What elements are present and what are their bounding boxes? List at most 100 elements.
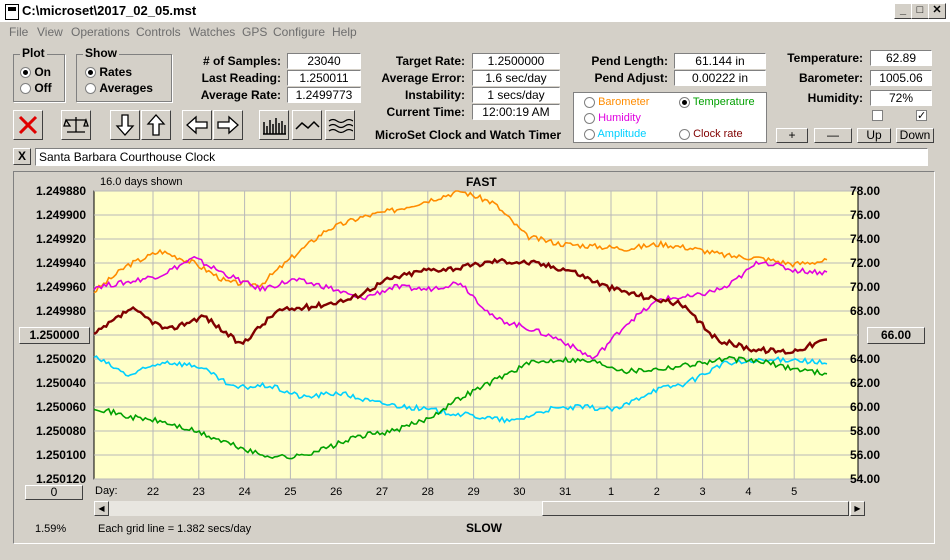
up-button[interactable]: Up bbox=[857, 128, 891, 143]
current-time-label: Current Time: bbox=[386, 105, 465, 119]
arrow-down-button[interactable] bbox=[110, 110, 140, 140]
down-button[interactable]: Down bbox=[896, 128, 934, 143]
arrow-up-icon bbox=[146, 114, 166, 136]
right-tick-label: 64.00 bbox=[850, 352, 880, 366]
left-tick-label: 1.249880 bbox=[36, 184, 86, 198]
sensor-amplitude-radio[interactable]: Amplitude bbox=[584, 128, 646, 140]
series-line bbox=[93, 355, 828, 460]
x-tick-label: 4 bbox=[745, 486, 751, 498]
left-axis: 1.249880 1.249900 1.249920 1.249940 1.249960… bbox=[36, 184, 86, 486]
maximize-button[interactable]: □ bbox=[911, 3, 929, 19]
sensor-barometer-radio[interactable]: Barometer bbox=[584, 96, 649, 108]
horizontal-scrollbar[interactable]: ◀ ▶ bbox=[94, 501, 865, 516]
zero-button[interactable]: 0 bbox=[25, 485, 83, 500]
scroll-left-icon[interactable]: ◀ bbox=[94, 501, 109, 516]
plot-on-label: On bbox=[34, 65, 52, 79]
left-tick-label: 1.250080 bbox=[36, 424, 86, 438]
x-tick-label: 26 bbox=[330, 486, 342, 498]
show-group-title: Show bbox=[83, 46, 119, 60]
x-tick-label: 1 bbox=[608, 486, 614, 498]
plot-group-title: Plot bbox=[20, 46, 47, 60]
arrow-left-button[interactable] bbox=[182, 110, 212, 140]
menu-operations[interactable]: Operations bbox=[71, 25, 130, 39]
menu-configure[interactable]: Configure bbox=[273, 25, 326, 39]
menu-view[interactable]: View bbox=[37, 25, 63, 39]
reference-rate-button[interactable]: 1.250000 bbox=[19, 327, 90, 344]
menu-controls[interactable]: Controls bbox=[136, 25, 181, 39]
reference-sensor-button[interactable]: 66.00 bbox=[867, 327, 925, 344]
line-view-button[interactable] bbox=[292, 110, 322, 140]
x-tick-label: 3 bbox=[700, 486, 706, 498]
radio-icon bbox=[20, 83, 31, 95]
checkbox-right[interactable]: ✓ bbox=[916, 110, 927, 122]
menu-watches[interactable]: Watches bbox=[189, 25, 236, 39]
sensor-humidity-radio[interactable]: Humidity bbox=[584, 112, 641, 124]
instability-field: 1 secs/day bbox=[472, 87, 560, 103]
line-graph-icon bbox=[295, 120, 320, 130]
x-tick-label: 24 bbox=[238, 486, 250, 498]
x-tick-label: 31 bbox=[559, 486, 571, 498]
series-line bbox=[93, 355, 828, 424]
barometer-field: 1005.06 bbox=[870, 70, 932, 86]
menu-help[interactable]: Help bbox=[332, 25, 357, 39]
scroll-right-icon[interactable]: ▶ bbox=[850, 501, 865, 516]
menu-gps[interactable]: GPS bbox=[242, 25, 268, 39]
humidity-field: 72% bbox=[870, 90, 932, 106]
sensor-clockrate-label: Clock rate bbox=[693, 128, 743, 140]
plot-on-radio[interactable]: On bbox=[20, 65, 51, 79]
wave-view-button[interactable] bbox=[325, 110, 355, 140]
balance-button[interactable] bbox=[61, 110, 91, 140]
plus-button[interactable]: + bbox=[776, 128, 808, 143]
arrow-up-button[interactable] bbox=[141, 110, 171, 140]
sensor-humidity-label: Humidity bbox=[598, 112, 641, 124]
arrow-left-icon bbox=[186, 115, 208, 135]
last-reading-label: Last Reading: bbox=[201, 71, 281, 85]
plot-group: Plot On Off bbox=[13, 46, 65, 102]
day-label: Day: bbox=[95, 485, 118, 497]
arrow-right-button[interactable] bbox=[213, 110, 243, 140]
slow-label: SLOW bbox=[466, 521, 502, 535]
radio-selected-icon bbox=[20, 67, 31, 79]
bars-view-button[interactable] bbox=[259, 110, 289, 140]
right-tick-label: 62.00 bbox=[850, 376, 880, 390]
x-tick-label: 29 bbox=[467, 486, 479, 498]
app-icon bbox=[5, 4, 19, 20]
pend-length-label: Pend Length: bbox=[591, 54, 668, 68]
minus-button[interactable]: — bbox=[814, 128, 852, 143]
sensor-clockrate-radio[interactable]: Clock rate bbox=[679, 128, 743, 140]
fast-label: FAST bbox=[466, 175, 497, 189]
checkbox-left[interactable] bbox=[872, 110, 883, 121]
radio-icon bbox=[584, 128, 595, 140]
scroll-thumb[interactable] bbox=[542, 501, 849, 516]
sensor-temperature-label: Temperature bbox=[692, 96, 755, 108]
days-shown-label: 16.0 days shown bbox=[100, 176, 183, 188]
barometer-label: Barometer: bbox=[798, 71, 863, 85]
grid bbox=[94, 190, 858, 480]
x-axis: 22 23 24 25 26 27 28 29 30 31 1 2 3 4 5 bbox=[147, 486, 797, 498]
radio-icon bbox=[584, 112, 595, 124]
x-tick-label: 5 bbox=[791, 486, 797, 498]
samples-field: 23040 bbox=[287, 53, 361, 69]
target-rate-field: 1.2500000 bbox=[472, 53, 560, 69]
right-tick-label: 68.00 bbox=[850, 304, 880, 318]
plot-off-radio[interactable]: Off bbox=[20, 81, 52, 95]
left-tick-label: 1.250020 bbox=[36, 352, 86, 366]
clock-name-input[interactable]: Santa Barbara Courthouse Clock bbox=[35, 148, 928, 166]
x-tick-label: 23 bbox=[193, 486, 205, 498]
x-tick-label: 28 bbox=[422, 486, 434, 498]
chart-panel bbox=[13, 171, 935, 544]
show-averages-radio[interactable]: Averages bbox=[85, 81, 153, 95]
instability-label: Instability: bbox=[404, 88, 465, 102]
menu-file[interactable]: File bbox=[9, 25, 29, 39]
right-tick-label: 76.00 bbox=[850, 208, 880, 222]
show-rates-radio[interactable]: Rates bbox=[85, 65, 132, 79]
close-button[interactable]: ✕ bbox=[928, 3, 946, 19]
stop-button[interactable] bbox=[13, 110, 43, 140]
avg-rate-field: 1.2499773 bbox=[287, 87, 361, 103]
sensor-temperature-radio[interactable]: Temperature bbox=[679, 96, 755, 108]
clear-clock-button[interactable]: X bbox=[13, 148, 31, 165]
left-tick-label: 1.249940 bbox=[36, 256, 86, 270]
right-axis: 78.00 76.00 74.00 72.00 70.00 68.00 64.00 62.00… bbox=[850, 184, 880, 486]
arrow-down-icon bbox=[115, 114, 135, 136]
window-title: C:\microset\2017_02_05.mst bbox=[22, 3, 197, 18]
